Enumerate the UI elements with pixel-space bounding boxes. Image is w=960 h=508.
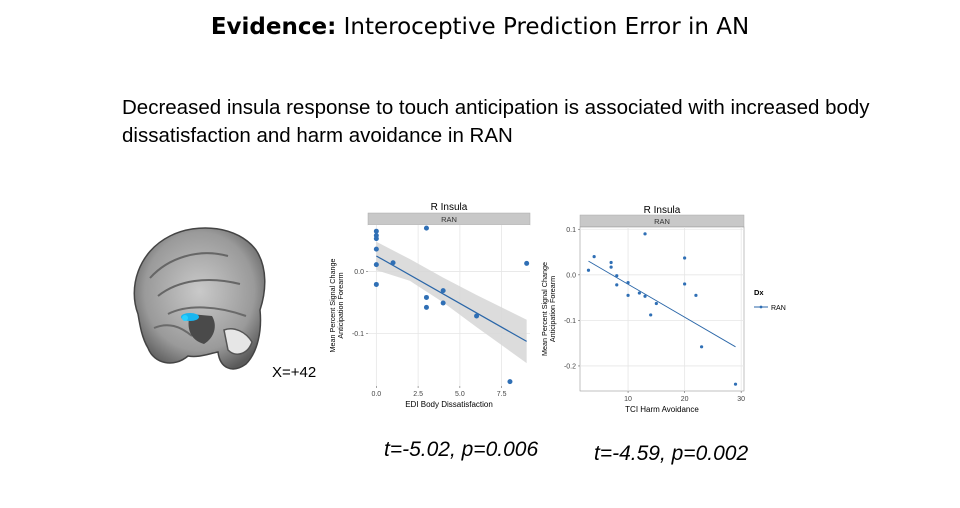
data-point bbox=[654, 301, 658, 306]
legend-key-point bbox=[759, 305, 763, 309]
confidence-ribbon bbox=[376, 241, 527, 364]
x-tick-label: 20 bbox=[681, 396, 689, 403]
data-point bbox=[609, 260, 613, 265]
data-point bbox=[643, 294, 647, 298]
data-point bbox=[592, 255, 596, 259]
legend-label: RAN bbox=[771, 305, 786, 312]
chart-title: R Insula bbox=[431, 202, 468, 213]
regression-line bbox=[376, 255, 527, 342]
x-tick-label: 0.0 bbox=[371, 391, 381, 398]
data-point bbox=[423, 304, 429, 310]
y-tick-label: -0.2 bbox=[564, 363, 576, 370]
x-axis-label: EDI Body Dissatisfaction bbox=[405, 400, 493, 409]
data-point bbox=[423, 225, 429, 231]
stat-right: t=-4.59, p=0.002 bbox=[594, 442, 749, 465]
x-tick-label: 5.0 bbox=[455, 391, 465, 398]
data-point bbox=[615, 283, 619, 287]
data-point bbox=[586, 268, 591, 272]
y-axis-label-line2: Anticipation Forearm bbox=[336, 272, 345, 338]
data-point bbox=[390, 260, 396, 266]
x-tick-label: 7.5 bbox=[497, 391, 507, 398]
data-point bbox=[637, 291, 641, 295]
legend-title: Dx bbox=[754, 288, 764, 297]
y-tick-label: -0.1 bbox=[352, 331, 364, 338]
data-point bbox=[507, 379, 513, 385]
data-point bbox=[626, 280, 630, 285]
data-point bbox=[524, 260, 530, 266]
data-point bbox=[683, 256, 687, 260]
chart-title: R Insula bbox=[644, 205, 681, 216]
data-point bbox=[694, 293, 698, 297]
data-point bbox=[423, 294, 429, 300]
data-point bbox=[609, 265, 613, 269]
y-tick-label: 0.0 bbox=[354, 269, 364, 276]
data-point bbox=[474, 313, 480, 319]
data-point bbox=[440, 300, 446, 306]
stat-left: t=-5.02, p=0.006 bbox=[384, 438, 539, 461]
slide-subtitle: Decreased insula response to touch antic… bbox=[122, 96, 870, 147]
x-tick-label: 30 bbox=[737, 396, 745, 403]
data-point bbox=[373, 228, 379, 234]
slide-title-rest: Interoceptive Prediction Error in AN bbox=[336, 14, 750, 40]
regression-line bbox=[588, 260, 736, 348]
x-tick-label: 10 bbox=[624, 396, 632, 403]
data-point bbox=[683, 282, 687, 286]
data-point bbox=[373, 281, 379, 287]
plot-panel bbox=[579, 226, 745, 392]
y-tick-label: 0.0 bbox=[566, 272, 576, 279]
y-tick-label: -0.1 bbox=[564, 318, 576, 325]
y-tick-label: 0.1 bbox=[566, 227, 576, 234]
data-point bbox=[373, 236, 379, 242]
y-axis-label: Mean Percent Signal ChangeAnticipation F… bbox=[540, 262, 557, 356]
x-axis-label: TCI Harm Avoidance bbox=[625, 405, 699, 414]
data-point bbox=[733, 382, 738, 386]
data-point bbox=[699, 345, 704, 349]
data-point bbox=[649, 313, 653, 317]
data-point bbox=[626, 293, 630, 297]
data-point bbox=[643, 232, 647, 236]
data-point bbox=[373, 246, 379, 252]
data-point bbox=[373, 262, 379, 268]
y-axis-label: Mean Percent Signal ChangeAnticipation F… bbox=[328, 259, 345, 353]
chart-edi-body-dissatisfaction: R Insula RAN 0.0 2.5 5.0 7.5 0.0 -0.1 EDI Body D… bbox=[328, 202, 531, 409]
facet-label: RAN bbox=[654, 217, 670, 226]
slide-title: Evidence: Interoceptive Prediction Error… bbox=[0, 14, 960, 40]
y-axis-label-line2: Anticipation Forearm bbox=[548, 276, 557, 342]
y-axis-label-line1: Mean Percent Signal Change bbox=[540, 262, 549, 356]
y-axis-label-line1: Mean Percent Signal Change bbox=[328, 259, 337, 353]
data-point bbox=[440, 288, 446, 294]
brain-coordinate-label: X=+42 bbox=[272, 364, 317, 381]
slide-title-bold: Evidence: bbox=[210, 14, 337, 40]
brain-sagittal-image bbox=[133, 227, 266, 370]
x-tick-label: 2.5 bbox=[413, 391, 423, 398]
facet-label: RAN bbox=[441, 215, 457, 224]
data-point bbox=[615, 274, 619, 278]
